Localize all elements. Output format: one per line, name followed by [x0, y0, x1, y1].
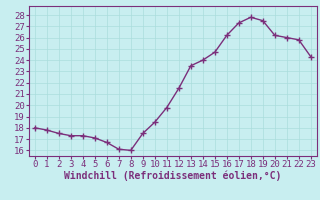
X-axis label: Windchill (Refroidissement éolien,°C): Windchill (Refroidissement éolien,°C) — [64, 171, 282, 181]
